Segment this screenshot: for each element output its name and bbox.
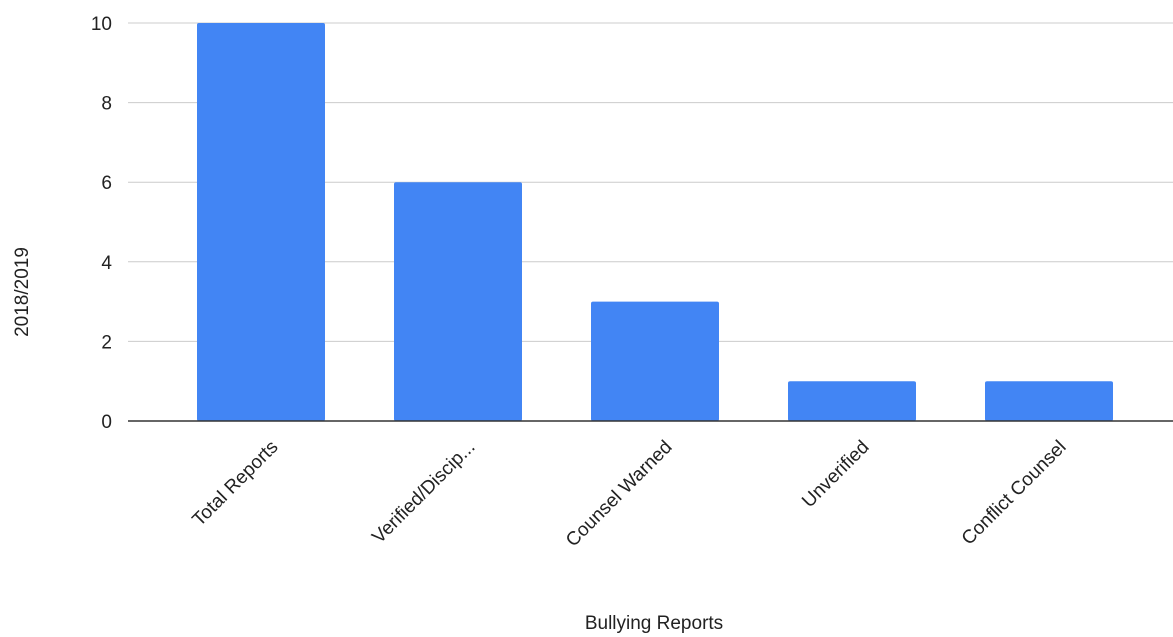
y-tick-label: 0 — [101, 412, 112, 433]
x-axis-category-labels: Total Reports Verified/Discip... Counsel W… — [189, 437, 1071, 551]
x-category-label: Counsel Warned — [562, 437, 676, 551]
y-tick-label: 8 — [101, 94, 112, 115]
x-category-label: Verified/Discip... — [368, 437, 479, 548]
y-tick-label: 6 — [101, 173, 112, 194]
y-tick-label: 10 — [91, 14, 112, 35]
bar — [197, 23, 325, 421]
bar — [591, 301, 719, 421]
bar — [394, 182, 522, 421]
bar — [985, 381, 1113, 421]
bars — [197, 23, 1113, 421]
y-axis-tick-labels: 0 2 4 6 8 10 — [91, 14, 113, 433]
y-tick-label: 2 — [101, 332, 112, 353]
x-category-label: Total Reports — [189, 437, 283, 531]
x-category-label: Unverified — [798, 437, 873, 512]
y-tick-label: 4 — [101, 253, 112, 274]
x-axis-title: Bullying Reports — [585, 613, 723, 634]
y-axis-title: 2018/2019 — [12, 247, 33, 337]
x-category-label: Conflict Counsel — [958, 437, 1071, 550]
bar — [788, 381, 916, 421]
